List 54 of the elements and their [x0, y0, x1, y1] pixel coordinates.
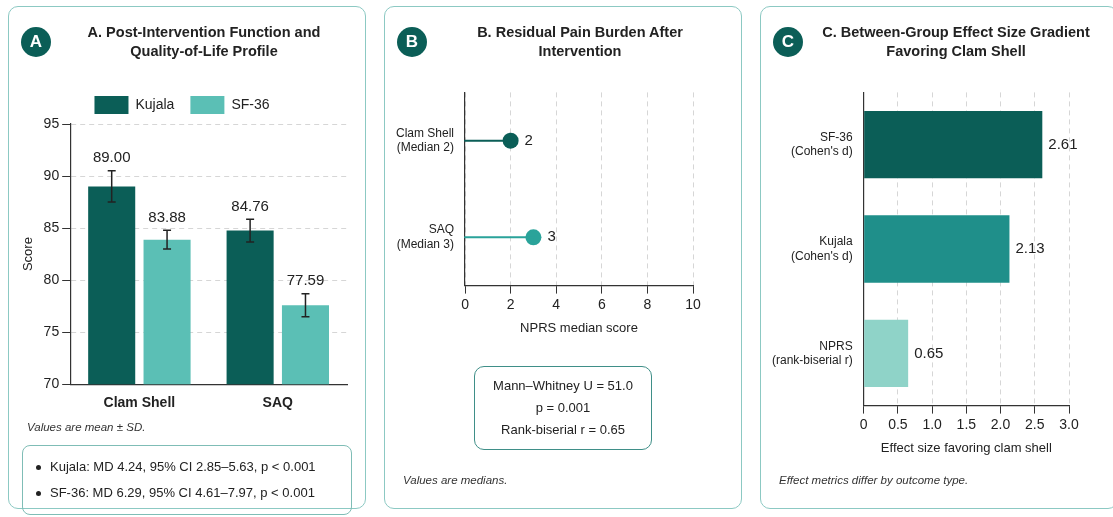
x-tick-label: 0 [859, 415, 868, 432]
data-label: 83.88 [148, 208, 186, 226]
chart-title: C. Between-Group Effect Size Gradient Favoring Clam Shell [821, 23, 1091, 61]
data-label: 84.76 [231, 196, 269, 214]
text: C [773, 27, 803, 57]
data-label: 2 [524, 130, 533, 148]
x-tick-label: 10 [685, 295, 701, 312]
x-tick-label: 1.5 [956, 415, 977, 432]
x-axis-title: Effect size favoring clam shell [880, 439, 1052, 455]
data-label: 3 [547, 227, 556, 245]
text: Mann–Whitney U = 51.0 [493, 377, 633, 395]
data-label: 0.65 [914, 343, 944, 361]
y-tick-label: 75 [43, 323, 60, 340]
y-tick-label: SF-36 (Cohen's d) [791, 129, 853, 159]
x-tick-label: Clam Shell [103, 394, 176, 411]
x-tick-label: 0.5 [888, 415, 908, 432]
text: A [21, 27, 51, 57]
data-label: 2.61 [1048, 134, 1078, 152]
text: Effect metrics differ by outcome type. [779, 474, 969, 486]
x-tick-label: SAQ [262, 394, 294, 411]
y-tick-label: 70 [43, 375, 60, 392]
x-tick-label: 0 [461, 295, 470, 312]
x-tick-label: 2.5 [1025, 415, 1045, 432]
text: Rank-biserial r = 0.65 [500, 421, 626, 439]
x-tick-label: 2.0 [990, 415, 1011, 432]
x-tick-label: 8 [643, 295, 652, 312]
data-label: 89.00 [92, 148, 131, 166]
x-tick-label: 3.0 [1059, 415, 1079, 432]
y-tick-label: Clam Shell (Median 2) [395, 125, 455, 155]
x-tick-label: 2 [506, 295, 515, 312]
y-tick-label: SAQ (Median 3) [396, 222, 455, 251]
y-tick-label: 95 [43, 114, 60, 131]
text: p = 0.001 [534, 399, 592, 417]
text: B [397, 27, 427, 57]
x-axis-title: NPRS median score [520, 319, 638, 335]
y-tick-label: 85 [43, 218, 60, 235]
chart-title: B. Residual Pain Burden After Intervention [476, 23, 684, 61]
data-label: 77.59 [286, 271, 325, 289]
x-tick-label: 1.0 [922, 415, 943, 432]
legend-label: SF-36 [231, 95, 270, 112]
y-tick-label: Kujala (Cohen's d) [791, 234, 853, 263]
y-axis-title: Score [20, 237, 36, 272]
data-label: 2.13 [1015, 239, 1045, 257]
y-tick-label: 80 [43, 270, 60, 287]
text: Values are medians. [403, 474, 508, 486]
text: Kujala: MD 4.24, 95% CI 2.85–5.63, p < 0.001 [50, 458, 316, 476]
x-tick-label: 4 [552, 295, 561, 312]
text: SF-36: MD 6.29, 95% CI 4.61–7.97, p < 0.001 [50, 484, 315, 502]
y-tick-label: 90 [43, 166, 60, 183]
y-tick-label: NPRS (rank-biserial r) [771, 338, 853, 367]
text: Values are mean ± SD. [27, 421, 146, 433]
x-tick-label: 6 [597, 295, 606, 312]
chart-title: A. Post-Intervention Function and Quality-of-Life Profile [86, 23, 322, 61]
legend-label: Kujala [135, 95, 175, 112]
